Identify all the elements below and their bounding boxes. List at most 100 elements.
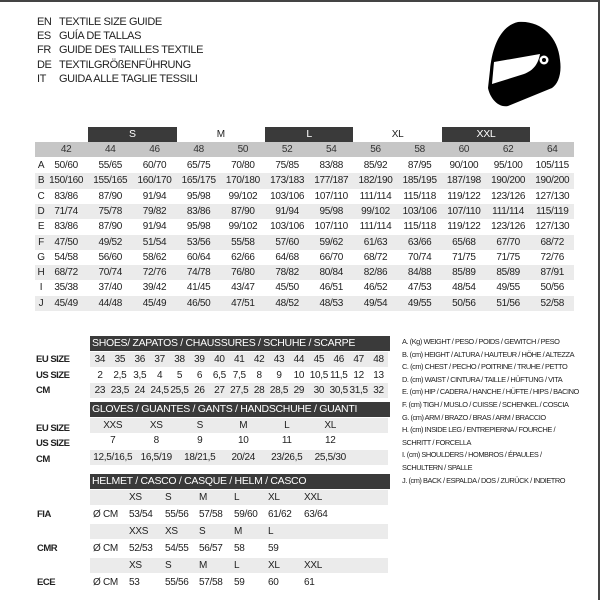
table-cell: 115/118 bbox=[403, 190, 436, 202]
row-stripe bbox=[90, 450, 388, 465]
title-text: GUIDA ALLE TAGLIE TESSILI bbox=[59, 72, 198, 85]
table-cell: 79/82 bbox=[142, 205, 167, 217]
row-label: CM bbox=[36, 454, 50, 465]
helmet-size: M bbox=[199, 492, 208, 503]
legend-item: H. (cm) INSIDE LEG / ENTREPIERNA / FOURC… bbox=[402, 425, 556, 435]
title-en: EN TEXTILE SIZE GUIDE bbox=[37, 15, 203, 29]
table-cell: 115/118 bbox=[403, 221, 436, 233]
table-cell: 87/90 bbox=[98, 190, 123, 202]
table-cell: 55/56 bbox=[165, 509, 189, 520]
table-cell: 57/58 bbox=[199, 509, 223, 520]
table-cell: 72/76 bbox=[540, 251, 565, 263]
lang-code: IT bbox=[37, 72, 46, 85]
table-cell: XXS bbox=[103, 420, 123, 431]
table-cell: 54/55 bbox=[165, 543, 189, 554]
table-cell: 12 bbox=[353, 370, 364, 381]
unit-label: Ø CM bbox=[93, 577, 118, 588]
table-cell: 27 bbox=[214, 385, 225, 396]
table-cell: 95/98 bbox=[319, 205, 344, 217]
table-cell: 45/49 bbox=[54, 297, 78, 309]
table-cell: 49/54 bbox=[363, 297, 388, 309]
table-cell: 47/51 bbox=[231, 297, 255, 309]
table-cell: 8 bbox=[256, 370, 263, 381]
table-cell: 58/62 bbox=[142, 251, 167, 263]
table-cell: 40 bbox=[214, 354, 225, 365]
table-cell: 48 bbox=[373, 354, 384, 365]
table-cell: 99/102 bbox=[228, 190, 258, 202]
helmet-size: L bbox=[234, 560, 240, 571]
table-cell: 61/63 bbox=[363, 236, 388, 248]
table-cell: 82/86 bbox=[363, 267, 388, 279]
table-cell: 187/198 bbox=[446, 175, 481, 187]
table-cell: 7,5 bbox=[232, 370, 246, 381]
row-stripe bbox=[90, 383, 388, 398]
table-cell: 78/82 bbox=[275, 267, 299, 279]
title-de: DE TEXTILGRÖßENFÜHRUNG bbox=[37, 58, 203, 72]
table-cell: 59 bbox=[234, 577, 245, 588]
table-cell: 68/72 bbox=[540, 236, 565, 248]
legend-item: SCHRITT / FORCELLA bbox=[402, 437, 471, 447]
table-cell: 48/52 bbox=[275, 297, 299, 309]
helmet-size: XS bbox=[165, 526, 178, 537]
table-cell: 107/110 bbox=[447, 205, 481, 217]
helmet-size: S bbox=[165, 560, 172, 571]
table-cell: 31,5 bbox=[349, 385, 369, 396]
table-cell: 185/195 bbox=[402, 175, 437, 187]
table-cell: 90/100 bbox=[449, 160, 479, 171]
table-cell: 59/62 bbox=[319, 236, 344, 248]
table-cell: 48/54 bbox=[452, 282, 476, 294]
table-cell: 65/68 bbox=[452, 236, 476, 248]
table-cell: 45/49 bbox=[142, 297, 167, 309]
table-cell: 70/74 bbox=[98, 267, 123, 279]
table-cell: 87/95 bbox=[407, 160, 432, 171]
row-key: C bbox=[37, 190, 45, 202]
table-cell: 6,5 bbox=[212, 370, 226, 381]
helmet-size: L bbox=[268, 526, 274, 537]
title-text: TEXTILE SIZE GUIDE bbox=[59, 16, 162, 28]
row-stripe bbox=[90, 418, 388, 433]
row-key: D bbox=[37, 205, 45, 217]
row-stripe bbox=[35, 234, 574, 250]
helmet-size: M bbox=[234, 526, 243, 537]
legend-item: C. (cm) CHEST / PECHO / POITRINE / TRUHE… bbox=[402, 362, 568, 372]
table-cell: 54/58 bbox=[54, 251, 78, 263]
title-text: GUÍA DE TALLAS bbox=[59, 30, 142, 43]
table-cell: 67/70 bbox=[496, 236, 520, 248]
table-cell: 11 bbox=[281, 435, 292, 446]
table-cell: 7 bbox=[110, 435, 116, 446]
legend-item: SCHULTERN / SPALLE bbox=[402, 462, 473, 472]
row-label: FIA bbox=[37, 509, 51, 520]
table-cell: S bbox=[196, 420, 204, 431]
legend-item: A. (Kg) WEIGHT / PESO / POIDS / GEWITCH … bbox=[402, 337, 560, 346]
table-cell: 103/106 bbox=[270, 221, 305, 233]
table-cell: 75/78 bbox=[98, 205, 123, 217]
table-cell: 43 bbox=[273, 354, 285, 365]
row-label: ECE bbox=[37, 577, 56, 588]
table-cell: 105/115 bbox=[535, 160, 570, 171]
table-cell: 70/80 bbox=[231, 160, 255, 171]
table-cell: 3,5 bbox=[133, 370, 147, 381]
table-cell: 66/70 bbox=[319, 251, 344, 263]
row-label: US SIZE bbox=[36, 438, 70, 449]
frame-border-top bbox=[0, 0, 600, 2]
column-header: 60 bbox=[458, 144, 470, 155]
table-cell: 83/86 bbox=[54, 190, 78, 202]
table-cell: 65/75 bbox=[186, 160, 211, 171]
table-cell: 173/183 bbox=[270, 175, 305, 187]
table-cell: 35/38 bbox=[54, 282, 78, 294]
table-cell: 30,5 bbox=[329, 385, 349, 396]
table-cell: 47 bbox=[353, 354, 364, 365]
table-cell: 59/60 bbox=[234, 509, 258, 520]
column-header: 52 bbox=[281, 144, 293, 155]
table-cell: 61 bbox=[304, 577, 315, 588]
table-cell: 23/26,5 bbox=[271, 452, 303, 463]
table-cell: 34 bbox=[94, 354, 106, 365]
row-key: G bbox=[37, 251, 45, 263]
table-cell: 47/53 bbox=[407, 282, 432, 294]
table-cell: 119/122 bbox=[447, 221, 481, 233]
table-cell: 32 bbox=[373, 385, 384, 396]
column-header: 64 bbox=[547, 144, 558, 155]
table-cell: 55/65 bbox=[98, 160, 123, 171]
size-group-header: S bbox=[88, 127, 177, 142]
table-cell: 23,5 bbox=[110, 385, 130, 396]
